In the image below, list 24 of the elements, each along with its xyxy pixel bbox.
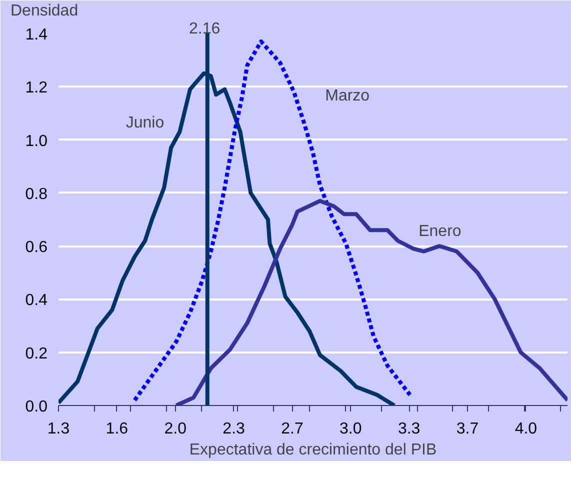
x-axis-title: Expectativa de crecimiento del PIB — [189, 442, 437, 458]
x-tick-label: 4.0 — [514, 420, 538, 438]
x-tick-label: 2.3 — [222, 420, 246, 438]
x-tick-label: 1.6 — [106, 420, 128, 438]
line-series — [174, 198, 568, 406]
x-tick-label: 2.7 — [281, 420, 304, 438]
ref-line-label: 2.16 — [188, 20, 220, 38]
y-tick-label: 1.4 — [25, 26, 48, 44]
x-tick-label: 2.0 — [164, 420, 187, 438]
y-tick-label: 0.0 — [25, 398, 48, 416]
y-tick-label: 1.2 — [25, 80, 48, 97]
x-tick-label: 3.0 — [340, 420, 362, 438]
series-label: Junio — [126, 114, 164, 132]
y-tick-label: 0.6 — [25, 239, 48, 256]
x-tick-label: 1.3 — [47, 420, 70, 438]
x-tick-label: 3.7 — [456, 420, 479, 438]
series-label: Enero — [418, 223, 462, 240]
y-tick-label: 0.8 — [25, 186, 48, 203]
y-axis-title: Densidad — [10, 2, 78, 20]
series-label: Marzo — [325, 88, 370, 105]
y-tick-label: 0.2 — [25, 345, 48, 362]
y-tick-label: 1.0 — [25, 132, 48, 150]
x-tick-label: 3.3 — [398, 420, 420, 438]
y-tick-label: 0.4 — [25, 292, 48, 310]
